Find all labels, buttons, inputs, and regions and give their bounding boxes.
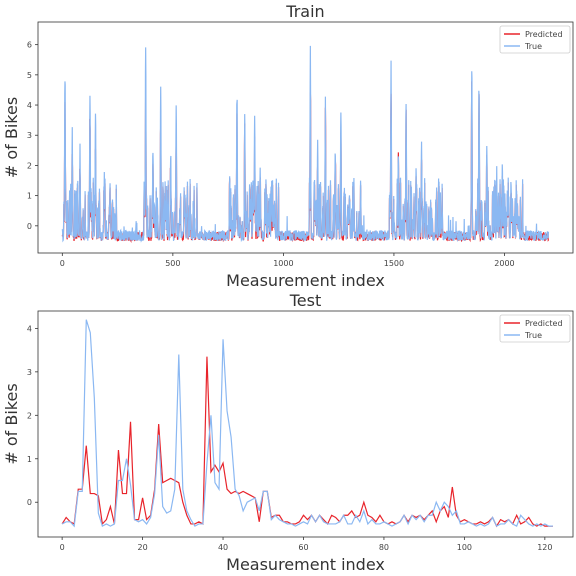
y-tick-label: 6 [27,41,32,50]
series-line-true [61,45,550,243]
y-axis-label: # of Bikes [2,97,21,178]
y-tick-label: 2 [27,411,32,420]
plot-frame [37,21,574,254]
y-tick-label: 4 [27,101,32,110]
x-tick-label: 100 [457,543,472,552]
y-tick-label: 5 [27,71,32,80]
plot-frame [37,310,574,538]
x-tick-label: 1500 [384,259,404,268]
legend-label-true: True [524,42,542,51]
y-tick-label: 1 [27,455,32,464]
chart-title: Test [289,291,322,310]
series-line-true [61,319,553,528]
train-chart: 0 500 1000 1500 2000 0 1 2 3 4 5 6 Train Measurement … [2,2,574,290]
x-tick-label: 1000 [273,259,293,268]
y-tick-label: 0 [27,222,32,231]
x-tick-label: 40 [218,543,228,552]
x-tick-label: 80 [379,543,389,552]
x-tick-label: 2000 [494,259,514,268]
y-tick-label: 1 [27,192,32,201]
y-tick-label: 4 [27,324,32,333]
y-axis-label: # of Bikes [2,383,21,464]
y-tick-label: 3 [27,368,32,377]
legend-label-true: True [524,331,542,340]
x-tick-label: 60 [298,543,308,552]
x-tick-label: 20 [137,543,147,552]
x-tick-label: 0 [60,543,65,552]
legend-label-predicted: Predicted [525,30,563,39]
legend-label-predicted: Predicted [525,319,563,328]
x-tick-label: 0 [60,259,65,268]
y-tick-label: 0 [27,498,32,507]
x-tick-label: 120 [537,543,552,552]
x-axis-label: Measurement index [226,555,385,574]
chart-title: Train [285,2,324,21]
test-chart: 0 20 40 60 80 100 120 0 1 2 3 4 Test Measurement inde… [2,291,574,574]
x-axis-label: Measurement index [226,271,385,290]
x-tick-label: 500 [165,259,180,268]
y-tick-label: 2 [27,161,32,170]
y-tick-label: 3 [27,131,32,140]
